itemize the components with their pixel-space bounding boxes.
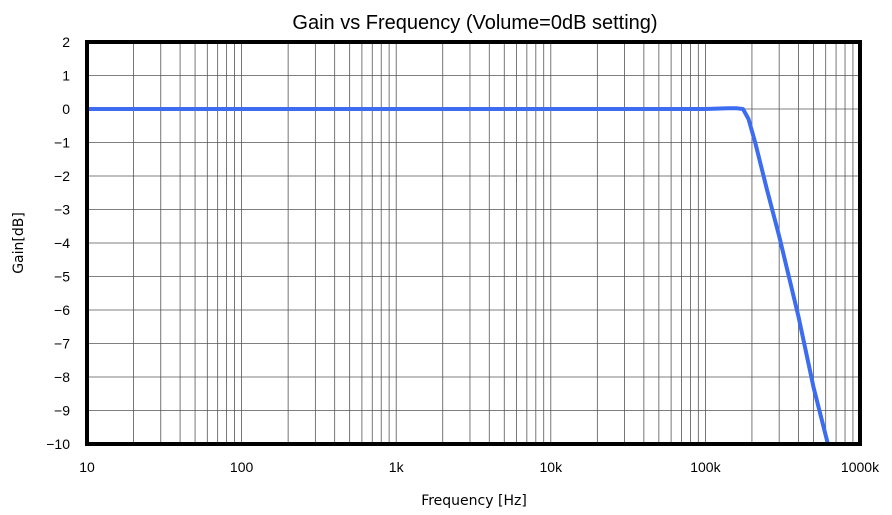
x-axis-label: Frequency [Hz] [421, 493, 527, 509]
chart-title: Gain vs Frequency (Volume=0dB setting) [292, 12, 657, 34]
gain-line [85, 106, 830, 446]
y-tick-label: 0 [62, 101, 70, 117]
y-tick-label: −10 [46, 436, 70, 452]
x-tick-labels: 10 100 1k 10k 100k 1000k [79, 459, 880, 475]
y-tick-label: −7 [54, 336, 70, 352]
y-axis-label: Gain[dB] [11, 212, 27, 274]
y-tick-label: −6 [54, 302, 70, 318]
y-tick-label: 2 [62, 34, 70, 50]
y-tick-label: −5 [54, 269, 70, 285]
x-tick-label: 1000k [841, 459, 880, 475]
grid-lines [87, 42, 860, 444]
x-tick-label: 100k [690, 459, 721, 475]
series-group [85, 106, 830, 446]
y-tick-label: −9 [54, 403, 70, 419]
y-tick-label: −3 [54, 202, 70, 218]
y-tick-label: −1 [54, 135, 70, 151]
x-tick-label: 1k [389, 459, 405, 475]
y-tick-label: −4 [54, 235, 70, 251]
x-tick-label: 100 [230, 459, 254, 475]
x-tick-label: 10k [540, 459, 564, 475]
plot-frame [85, 40, 862, 446]
y-tick-label: 1 [62, 68, 70, 84]
y-tick-label: −8 [54, 369, 70, 385]
x-tick-label: 10 [79, 459, 95, 475]
y-tick-label: −2 [54, 168, 70, 184]
y-tick-labels: 2 1 0 −1 −2 −3 −4 −5 −6 −7 −8 −9 −10 [46, 34, 70, 452]
